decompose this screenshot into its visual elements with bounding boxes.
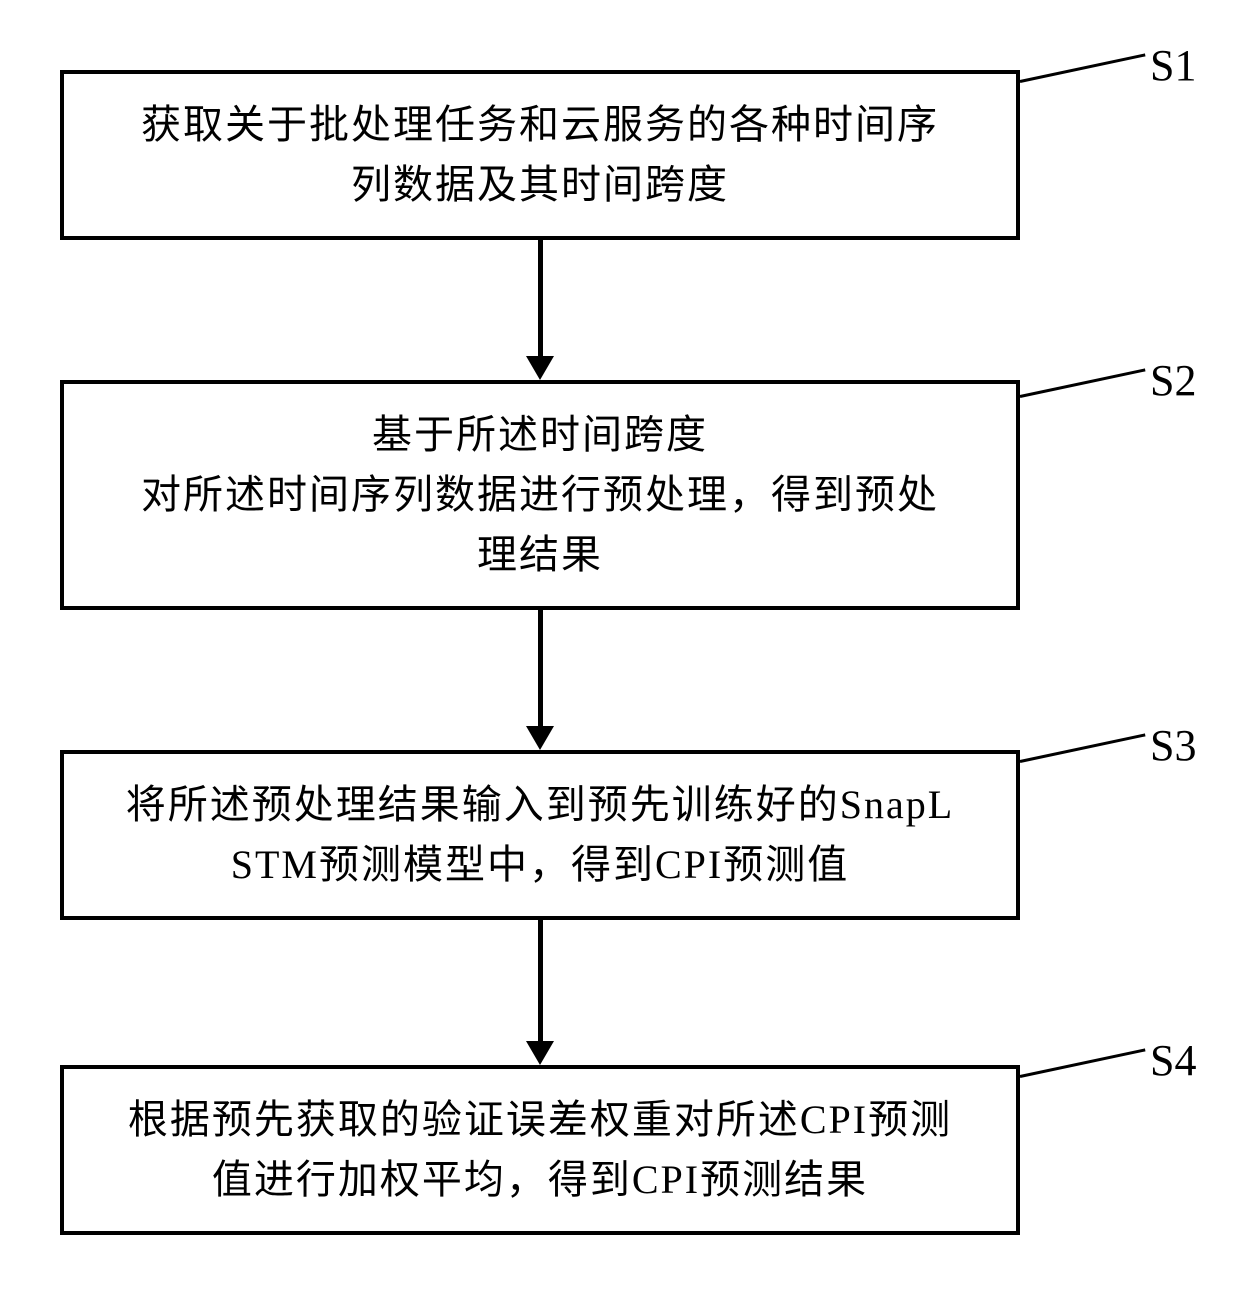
step-text-s1: 获取关于批处理任务和云服务的各种时间序列数据及其时间跨度 [141,95,939,215]
label-line-s2 [1020,368,1146,398]
connector-s3-s4 [538,920,543,1042]
step-box-s3: 将所述预处理结果输入到预先训练好的SnapLSTM预测模型中，得到CPI预测值 [60,750,1020,920]
arrow-s2-s3 [526,726,554,750]
step-box-s4: 根据预先获取的验证误差权重对所述CPI预测值进行加权平均，得到CPI预测结果 [60,1065,1020,1235]
step-label-s4: S4 [1150,1035,1196,1086]
label-line-s3 [1020,733,1146,763]
step-text-s2: 基于所述时间跨度对所述时间序列数据进行预处理，得到预处理结果 [141,405,939,585]
arrow-s1-s2 [526,356,554,380]
label-line-s1 [1020,53,1146,83]
step-label-s2: S2 [1150,355,1196,406]
step-label-s1: S1 [1150,40,1196,91]
label-line-s4 [1020,1048,1146,1078]
connector-s1-s2 [538,240,543,358]
step-text-s4: 根据预先获取的验证误差权重对所述CPI预测值进行加权平均，得到CPI预测结果 [128,1090,952,1210]
step-text-s3: 将所述预处理结果输入到预先训练好的SnapLSTM预测模型中，得到CPI预测值 [126,775,954,895]
step-box-s1: 获取关于批处理任务和云服务的各种时间序列数据及其时间跨度 [60,70,1020,240]
step-box-s2: 基于所述时间跨度对所述时间序列数据进行预处理，得到预处理结果 [60,380,1020,610]
step-label-s3: S3 [1150,720,1196,771]
arrow-s3-s4 [526,1041,554,1065]
connector-s2-s3 [538,610,543,728]
flowchart-container: 获取关于批处理任务和云服务的各种时间序列数据及其时间跨度 S1 基于所述时间跨度… [0,0,1240,1298]
